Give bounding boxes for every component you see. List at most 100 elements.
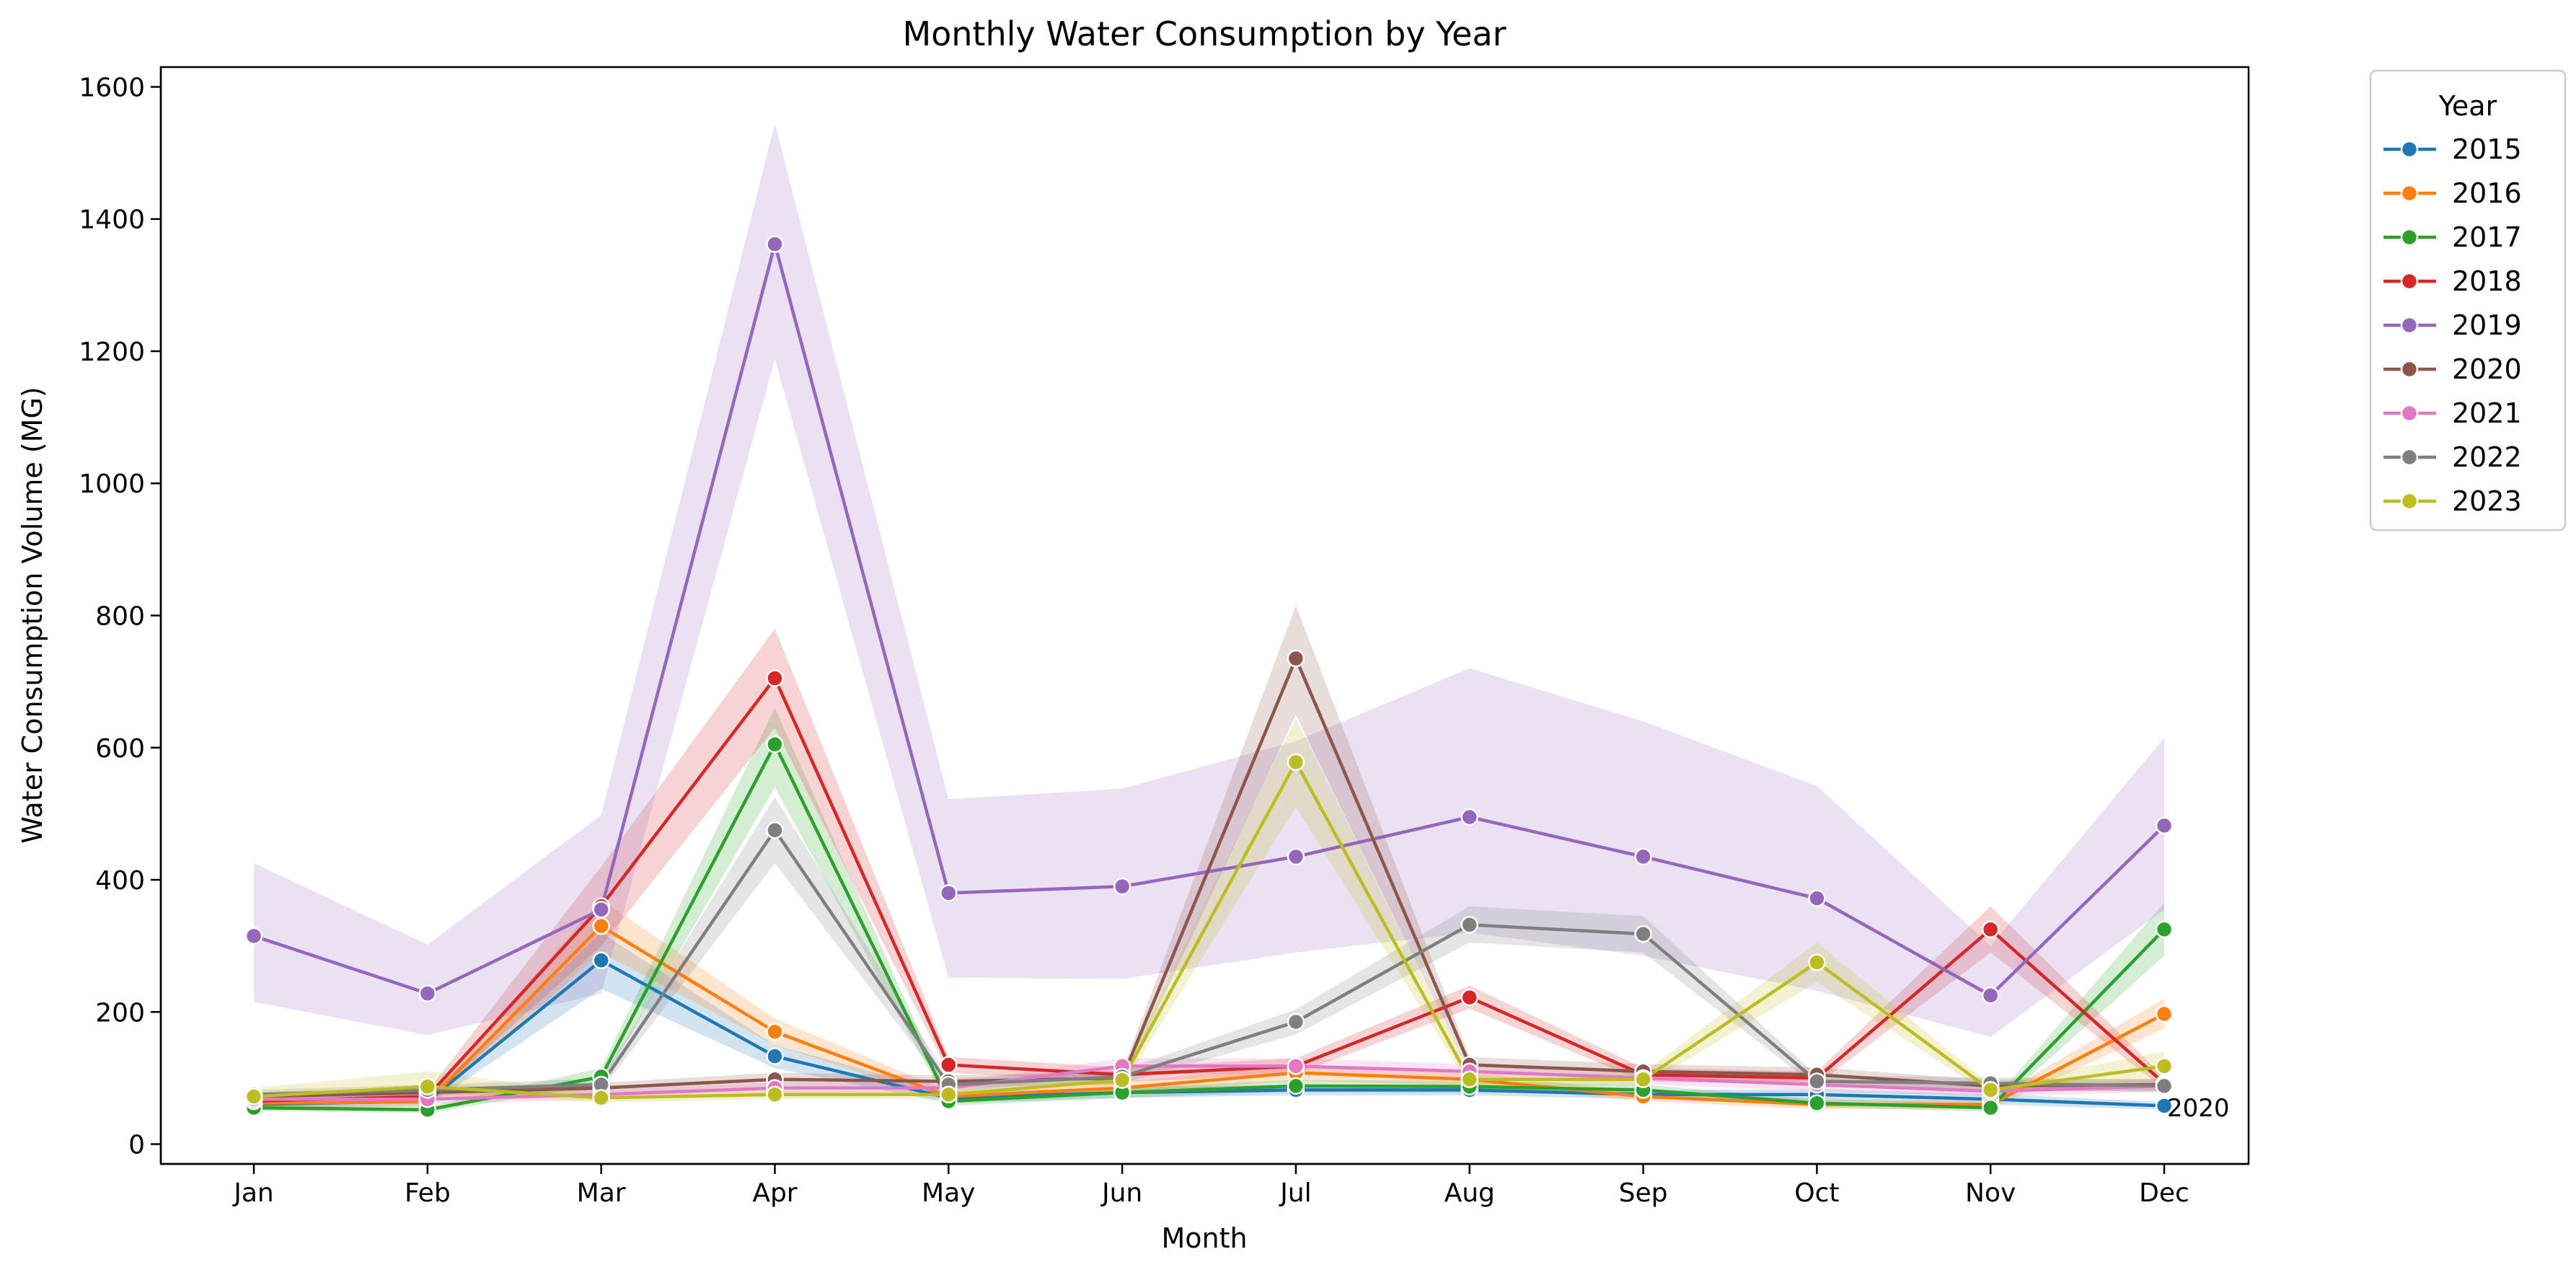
y-tick-label: 200 xyxy=(95,998,145,1028)
legend-label-2020: 2020 xyxy=(2452,353,2522,385)
data-point-2018 xyxy=(1460,988,1478,1007)
data-point-2019 xyxy=(940,884,958,902)
data-point-2020 xyxy=(1287,649,1305,668)
data-point-2019 xyxy=(1113,877,1132,896)
legend-label-2019: 2019 xyxy=(2452,309,2522,341)
confidence-band-2023 xyxy=(254,718,2164,1103)
series-line-2022 xyxy=(253,829,2165,1097)
legend-label-2021: 2021 xyxy=(2452,397,2522,429)
legend-title: Year xyxy=(2438,90,2497,122)
legend-label-2017: 2017 xyxy=(2452,221,2522,253)
data-point-2017 xyxy=(1981,1098,2000,1117)
y-axis: 0 200 400 600 800 1000 1200 1400 1600 xyxy=(79,67,162,1164)
legend-marker-2016 xyxy=(2400,184,2419,203)
data-point-2017 xyxy=(766,735,784,754)
data-point-2018 xyxy=(940,1056,958,1074)
x-axis: Jan Feb Mar Apr May Jun Jul Aug Sep Oct Nov Dec xyxy=(161,1162,2249,1208)
data-point-2023 xyxy=(1808,953,1826,971)
series-line-2017 xyxy=(253,742,2166,1112)
data-point-2019 xyxy=(2155,816,2174,835)
data-point-2017 xyxy=(1808,1094,1826,1112)
y-tick-label: 400 xyxy=(95,866,145,896)
data-point-2017 xyxy=(1287,1077,1305,1095)
data-point-2015 xyxy=(592,951,610,970)
data-point-2021 xyxy=(1287,1057,1305,1075)
x-tick-label: May xyxy=(922,1178,975,1208)
legend-marker-2021 xyxy=(2400,404,2419,423)
legend-label-2015: 2015 xyxy=(2452,133,2522,165)
annotation-label: 2020 xyxy=(2167,1094,2230,1123)
data-point-2023 xyxy=(1981,1081,2000,1099)
data-point-2019 xyxy=(244,927,263,945)
x-axis-label: Month xyxy=(1161,1222,1247,1254)
confidence-band-2019 xyxy=(254,123,2164,1038)
series-line-2023 xyxy=(253,760,2165,1100)
y-tick-label: 1400 xyxy=(79,206,145,235)
data-point-2016 xyxy=(2155,1005,2174,1023)
data-point-2023 xyxy=(592,1089,610,1107)
data-point-2019 xyxy=(418,984,437,1002)
x-tick-label: Jan xyxy=(232,1178,274,1208)
confidence-band-2017 xyxy=(254,707,2164,1113)
y-axis-label: Water Consumption Volume (MG) xyxy=(17,387,48,843)
legend-label-2016: 2016 xyxy=(2452,177,2522,209)
legend-frame xyxy=(2369,69,2567,531)
data-point-2022 xyxy=(1808,1072,1826,1090)
data-point-2019 xyxy=(1634,847,1652,866)
data-point-2023 xyxy=(940,1085,958,1104)
data-point-2023 xyxy=(1287,753,1305,772)
x-tick-label: Aug xyxy=(1444,1178,1495,1208)
y-tick-label: 1600 xyxy=(79,73,145,102)
data-point-2016 xyxy=(592,917,610,935)
data-point-2023 xyxy=(766,1085,784,1104)
y-tick-label: 0 xyxy=(128,1131,145,1160)
data-point-2022 xyxy=(1460,916,1478,934)
data-point-2023 xyxy=(244,1088,263,1106)
legend-marker-2019 xyxy=(2400,316,2419,335)
data-point-2018 xyxy=(1981,920,2000,938)
series-line-2018 xyxy=(253,676,2166,1103)
data-point-2018 xyxy=(766,669,784,687)
y-tick-label: 800 xyxy=(95,602,145,632)
data-point-2022 xyxy=(2155,1077,2174,1095)
data-point-2017 xyxy=(2155,920,2174,938)
confidence-band-2021 xyxy=(254,1058,2164,1104)
data-point-2019 xyxy=(1460,808,1478,826)
x-tick-label: Dec xyxy=(2139,1178,2189,1208)
legend-marker-2022 xyxy=(2400,448,2419,467)
data-point-2019 xyxy=(1981,987,2000,1005)
x-tick-label: Feb xyxy=(405,1178,451,1208)
x-tick-label: Apr xyxy=(752,1178,797,1208)
confidence-band-2022 xyxy=(254,797,2164,1100)
data-point-2023 xyxy=(1634,1070,1652,1088)
data-point-2019 xyxy=(766,235,784,253)
x-tick-label: Nov xyxy=(1965,1178,2016,1208)
legend-marker-2015 xyxy=(2400,140,2419,159)
series-line-2015 xyxy=(253,958,2165,1108)
x-tick-label: Mar xyxy=(577,1178,626,1208)
data-point-2019 xyxy=(1287,847,1305,866)
legend-marker-2020 xyxy=(2400,360,2419,379)
data-point-2022 xyxy=(1287,1012,1305,1031)
chart-title: Monthly Water Consumption by Year xyxy=(902,14,1506,53)
legend-label-2023: 2023 xyxy=(2452,485,2522,517)
confidence-band-2020 xyxy=(254,605,2164,1101)
x-tick-label: Jul xyxy=(1279,1178,1311,1208)
legend-label-2022: 2022 xyxy=(2452,441,2522,473)
legend-marker-2018 xyxy=(2400,272,2419,291)
x-tick-label: Jun xyxy=(1100,1178,1142,1208)
data-point-2023 xyxy=(2155,1057,2174,1075)
series-line-2020 xyxy=(253,656,2165,1098)
series-points xyxy=(244,235,2174,1119)
data-point-2016 xyxy=(766,1023,784,1041)
legend-label-2018: 2018 xyxy=(2452,265,2522,297)
data-point-2022 xyxy=(766,821,784,839)
x-tick-label: Oct xyxy=(1794,1178,1839,1208)
data-point-2022 xyxy=(1634,925,1652,943)
legend-marker-2023 xyxy=(2400,492,2419,511)
data-point-2023 xyxy=(418,1077,437,1096)
data-point-2023 xyxy=(1460,1070,1478,1088)
y-tick-label: 1200 xyxy=(79,338,145,367)
data-point-2019 xyxy=(1808,889,1826,907)
data-point-2015 xyxy=(766,1047,784,1065)
